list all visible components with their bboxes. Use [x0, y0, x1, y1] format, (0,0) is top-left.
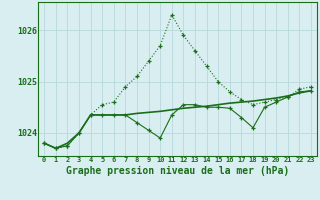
X-axis label: Graphe pression niveau de la mer (hPa): Graphe pression niveau de la mer (hPa) [66, 166, 289, 176]
